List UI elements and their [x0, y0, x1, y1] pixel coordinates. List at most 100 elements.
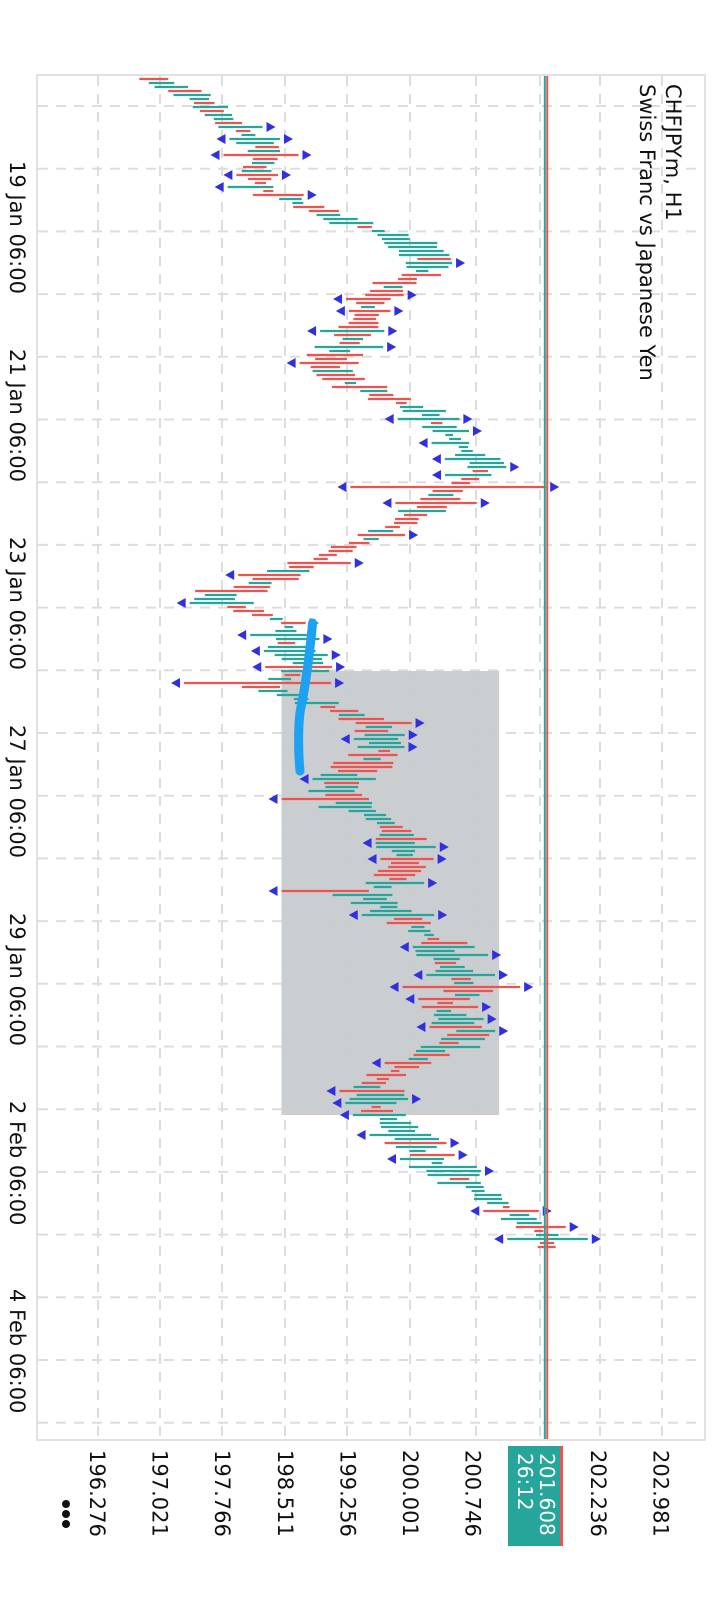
fractal-down-marker: [223, 170, 233, 180]
time-axis-label: 23 Jan 06:00: [5, 537, 29, 670]
time-axis-label: 2 Feb 06:00: [5, 1101, 29, 1225]
current-price-line: [543, 76, 549, 1439]
fractal-up-marker: [387, 342, 397, 352]
fractal-down-marker: [333, 294, 343, 304]
fractal-up-marker: [281, 170, 291, 180]
fractal-up-marker: [336, 662, 346, 672]
time-axis-label: 4 Feb 06:00: [5, 1289, 29, 1413]
fractal-down-marker: [432, 470, 442, 480]
fractal-down-marker: [214, 182, 224, 192]
fractal-down-marker: [340, 734, 350, 744]
fractal-down-marker: [332, 1098, 342, 1108]
symbol-timeframe: CHFJPYm, H1: [661, 84, 685, 221]
fractal-up-marker: [354, 558, 364, 568]
fractal-down-marker: [216, 134, 226, 144]
fractal-up-marker: [458, 1150, 468, 1160]
fractal-down-marker: [250, 646, 260, 656]
fractal-down-marker: [348, 910, 358, 920]
fractal-down-marker: [384, 414, 394, 424]
time-axis: 19 Jan 06:00 21 Jan 06:00 23 Jan 06:00 27 J…: [5, 161, 29, 1413]
fractal-up-marker: [569, 1222, 579, 1232]
fractal-up-marker: [499, 1026, 509, 1036]
time-axis-label: 29 Jan 06:00: [5, 913, 29, 1046]
fractal-up-marker: [394, 306, 404, 316]
fractal-up-marker: [415, 718, 425, 728]
fractal-up-marker: [428, 878, 438, 888]
chart-title: CHFJPYm, H1 Swiss Franc vs Japanese Yen: [635, 84, 685, 381]
fractal-up-marker: [439, 842, 449, 852]
fractal-down-marker: [387, 1154, 397, 1164]
current-price-label: 201.608 26:12: [508, 1446, 563, 1546]
fractal-up-marker: [484, 1166, 494, 1176]
fractal-up-marker: [335, 678, 345, 688]
fractal-up-marker: [323, 634, 333, 644]
price-axis: 196.276 197.021 197.766 198.511 199.256 200.0…: [85, 1450, 672, 1537]
time-axis-label: 19 Jan 06:00: [5, 161, 29, 294]
fractal-up-marker: [408, 730, 418, 740]
fractal-up-marker: [456, 258, 466, 268]
time-axis-label: 21 Jan 06:00: [5, 349, 29, 482]
fractal-down-marker: [337, 482, 347, 492]
fractal-up-marker: [408, 742, 418, 752]
fractal-up-marker: [492, 950, 502, 960]
chart-frame: [36, 74, 706, 1441]
fractal-down-marker: [494, 1234, 504, 1244]
fractal-up-marker: [463, 414, 473, 424]
fractal-down-marker: [339, 1110, 349, 1120]
fractal-down-marker: [371, 1058, 381, 1068]
fractal-down-marker: [399, 942, 409, 952]
fractal-down-marker: [356, 1130, 366, 1140]
candlestick-series: [139, 77, 588, 1249]
fractal-down-marker: [382, 498, 392, 508]
fractal-up-marker: [591, 1234, 601, 1244]
fractal-down-marker: [268, 794, 278, 804]
fractal-down-marker: [470, 1206, 480, 1216]
fractal-down-marker: [176, 598, 186, 608]
price-axis-label: 200.746: [461, 1450, 485, 1537]
fractal-down-marker: [237, 630, 247, 640]
freehand-drawing[interactable]: [294, 618, 318, 776]
price-axis-label: 196.276: [85, 1450, 109, 1537]
fractal-up-marker: [438, 910, 448, 920]
price-axis-label: 202.236: [586, 1450, 610, 1537]
fractal-down-marker: [413, 970, 423, 980]
fractal-up-marker: [450, 1138, 460, 1148]
fractal-down-marker: [225, 570, 235, 580]
fractal-down-marker: [362, 838, 372, 848]
fractal-up-marker: [283, 134, 293, 144]
fractal-up-marker: [510, 462, 520, 472]
highlight-rectangle[interactable]: [281, 671, 500, 1115]
fractal-down-marker: [431, 454, 441, 464]
fractal-up-marker: [409, 530, 419, 540]
fractal-up-marker: [266, 122, 276, 132]
bar-countdown: 26:12: [513, 1453, 537, 1511]
fractal-down-marker: [286, 358, 296, 368]
fractal-up-marker: [480, 498, 490, 508]
fractal-down-marker: [335, 306, 345, 316]
current-price-value: 201.608: [535, 1453, 559, 1536]
symbol-description: Swiss Franc vs Japanese Yen: [635, 84, 659, 381]
fractal-down-marker: [326, 1086, 336, 1096]
fractal-up-marker: [472, 426, 482, 436]
price-axis-label: 199.256: [335, 1450, 359, 1537]
fractal-up-marker: [307, 190, 317, 200]
fractal-down-marker: [418, 438, 428, 448]
fractal-up-marker: [407, 290, 417, 300]
fractal-up-marker: [331, 650, 341, 660]
more-menu-button[interactable]: [54, 1495, 78, 1535]
price-axis-label: 200.001: [398, 1450, 422, 1537]
fractal-down-marker: [416, 1022, 426, 1032]
fractal-down-marker: [210, 150, 220, 160]
more-vertical-icon: [62, 1500, 70, 1528]
fractal-down-marker: [389, 982, 399, 992]
fractal-down-marker: [307, 326, 317, 336]
fractal-up-marker: [487, 1014, 497, 1024]
fractal-markers: [171, 122, 601, 1244]
price-axis-label: 197.021: [148, 1450, 172, 1537]
fractal-up-marker: [550, 482, 560, 492]
fractal-down-marker: [367, 854, 377, 864]
fractal-up-marker: [499, 970, 509, 980]
fractal-down-marker: [252, 662, 262, 672]
fractal-up-marker: [302, 150, 312, 160]
